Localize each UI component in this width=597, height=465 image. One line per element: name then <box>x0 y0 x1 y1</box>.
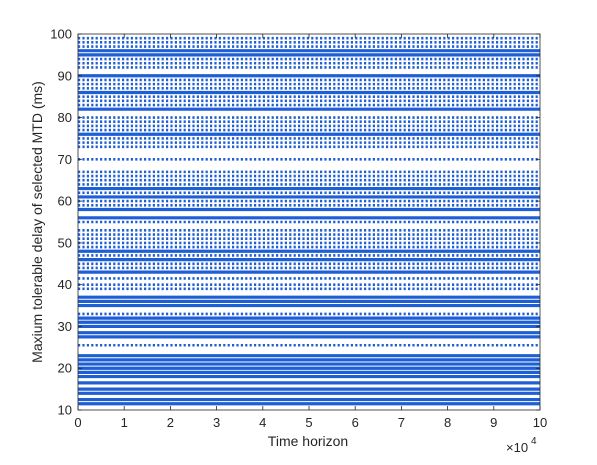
x-tick-label-6: 6 <box>352 415 359 430</box>
x-tick-label-9: 9 <box>490 415 497 430</box>
x-tick-label-4: 4 <box>259 415 266 430</box>
y-axis-ticks: 10 20 30 40 50 60 70 80 90 100 <box>50 27 540 418</box>
y-tick-label-10: 10 <box>58 403 72 418</box>
y-tick-label-40: 40 <box>58 277 72 292</box>
x-axis-ticks: 0 1 2 3 4 5 6 7 8 9 10 <box>74 34 547 430</box>
y-tick-label-30: 30 <box>58 319 72 334</box>
x-tick-label-8: 8 <box>444 415 451 430</box>
x-axis-multiplier-exponent: 4 <box>531 436 537 447</box>
y-axis-label: Maxium tolerable delay of selected MTD (… <box>29 81 45 363</box>
y-tick-label-80: 80 <box>58 110 72 125</box>
y-tick-label-20: 20 <box>58 361 72 376</box>
x-tick-label-5: 5 <box>305 415 312 430</box>
x-tick-label-3: 3 <box>213 415 220 430</box>
y-tick-label-70: 70 <box>58 152 72 167</box>
y-tick-label-90: 90 <box>58 68 72 83</box>
x-tick-label-2: 2 <box>167 415 174 430</box>
y-tick-label-50: 50 <box>58 235 72 250</box>
x-tick-label-0: 0 <box>74 415 81 430</box>
x-axis-multiplier: ×10 <box>506 440 528 455</box>
data-markers <box>78 36 540 406</box>
x-tick-label-7: 7 <box>398 415 405 430</box>
y-tick-label-100: 100 <box>50 27 72 42</box>
x-axis-label: Time horizon <box>268 433 348 449</box>
y-tick-label-60: 60 <box>58 194 72 209</box>
x-tick-label-10: 10 <box>533 415 547 430</box>
x-tick-label-1: 1 <box>121 415 128 430</box>
